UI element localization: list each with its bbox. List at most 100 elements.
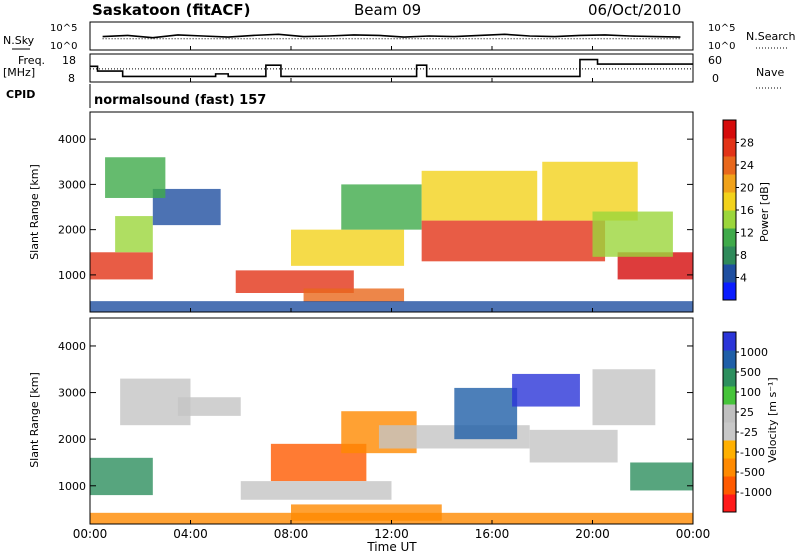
cpid-label: CPID: [6, 88, 35, 101]
colorbar-swatch: [723, 210, 736, 229]
heatmap-region-0: [90, 252, 153, 280]
y-tick-label: 3000: [58, 387, 86, 400]
colorbar-swatch: [723, 192, 736, 211]
y-tick-label: 2000: [58, 224, 86, 237]
colorbar-tick-label: -1000: [740, 486, 772, 499]
heatmap-region-12: [592, 211, 673, 257]
colorbar-swatch: [723, 494, 736, 513]
series-line-nsky: [102, 33, 681, 39]
nsky-label: N.Sky: [3, 34, 35, 47]
colorbar-tick-label: -500: [740, 466, 765, 479]
colorbar-swatch: [723, 422, 736, 441]
colorbar-swatch: [723, 458, 736, 477]
power-panel: 1000 2000 3000 4000 Slant Range [km] 4 8 12 16…: [28, 111, 771, 313]
colorbar-swatch: [723, 350, 736, 369]
y-tick-label: 1000: [58, 269, 86, 282]
y-tick-label: 4000: [58, 340, 86, 353]
x-tick-label: 12:00: [374, 527, 409, 541]
station-title: Saskatoon (fitACF): [92, 1, 251, 19]
colorbar-swatch: [723, 476, 736, 495]
nsky-panel: 10^5 10^0 10^5 10^0: [50, 21, 735, 52]
heatmap-region-8: [454, 387, 518, 440]
colorbar-swatch: [723, 282, 736, 301]
heatmap-region-11: [592, 369, 656, 426]
heatmap-region-9: [512, 373, 580, 407]
colorbar-swatch: [723, 120, 736, 139]
freq-panel: 18 8 60 0: [62, 53, 722, 85]
colorbar-swatch: [723, 386, 736, 405]
colorbar-tick-label: 24: [740, 159, 754, 172]
heatmap-region-9: [421, 220, 606, 262]
colorbar-tick-label: 8: [740, 249, 747, 262]
heatmap-region-5: [291, 229, 405, 266]
colorbar-tick-label: -100: [740, 446, 765, 459]
nsearch-tick-top: 10^5: [708, 23, 735, 34]
freq-unit-label: [MHz]: [3, 66, 35, 79]
freq-label: Freq.: [18, 54, 45, 67]
nave-tick-top: 60: [708, 54, 722, 67]
heatmap-region-8: [421, 170, 538, 221]
nave-label: Nave: [756, 66, 784, 79]
colorbar-frame: [722, 331, 737, 513]
x-tick-label: 20:00: [575, 527, 610, 541]
heatmap-region-12: [630, 462, 693, 491]
power-ylabel: Slant Range [km]: [28, 164, 41, 260]
beam-label: Beam 09: [354, 1, 421, 19]
heatmap-region-6: [303, 288, 405, 303]
colorbar-tick-label: 28: [740, 137, 754, 150]
cpid-text: normalsound (fast) 157: [94, 93, 266, 108]
x-tick-label: 04:00: [173, 527, 208, 541]
freq-tick-bottom: 8: [68, 72, 75, 85]
velocity-ylabel: Slant Range [km]: [28, 372, 41, 468]
power-colorbar-label: Power [dB]: [758, 182, 771, 242]
colorbar-swatch: [723, 156, 736, 175]
colorbar-swatch: [723, 368, 736, 387]
colorbar-tick-label: 12: [740, 227, 754, 240]
colorbar-swatch: [723, 246, 736, 265]
y-tick-label: 3000: [58, 178, 86, 191]
heatmap-region-3: [105, 157, 166, 198]
colorbar-tick-label: -25: [740, 426, 758, 439]
colorbar-swatch: [723, 440, 736, 459]
x-tick-label: 00:00: [73, 527, 108, 541]
colorbar-swatch: [723, 174, 736, 193]
heatmap-region-10: [542, 161, 638, 221]
velocity-colorbar-label: Velocity [m s⁻¹]: [766, 377, 779, 462]
nsearch-label: N.Search: [746, 30, 796, 43]
colorbar-swatch: [723, 138, 736, 157]
heatmap-region-7: [341, 184, 422, 230]
heatmap-region-10: [529, 429, 618, 463]
heatmap-region-0: [90, 457, 153, 496]
date-label: 06/Oct/2010: [588, 1, 681, 19]
colorbar-tick-label: 25: [740, 406, 754, 419]
colorbar-tick-label: 500: [740, 366, 761, 379]
nsearch-tick-bottom: 10^0: [708, 41, 735, 52]
colorbar-swatch: [723, 332, 736, 351]
nave-tick-bottom: 0: [712, 72, 719, 85]
series-line-freq: [90, 58, 693, 78]
y-tick-label: 1000: [58, 480, 86, 493]
colorbar-tick-label: 100: [740, 386, 761, 399]
colorbar-tick-label: 4: [740, 272, 747, 285]
y-tick-label: 4000: [58, 133, 86, 146]
heatmap-region-13: [90, 301, 693, 312]
heatmap-region-5: [240, 481, 392, 500]
x-tick-label: 16:00: [475, 527, 510, 541]
colorbar-tick-label: 20: [740, 182, 754, 195]
colorbar-swatch: [723, 228, 736, 247]
nsky-tick-bottom: 10^0: [50, 41, 77, 52]
x-axis-label: Time UT: [366, 540, 417, 554]
colorbar-swatch: [723, 404, 736, 423]
colorbar-tick-label: 1000: [740, 346, 768, 359]
x-tick-label: 00:00: [676, 527, 711, 541]
heatmap-region-4: [235, 270, 354, 293]
colorbar-tick-label: 16: [740, 204, 754, 217]
freq-tick-top: 18: [62, 54, 76, 67]
heatmap-region-1: [115, 216, 153, 253]
heatmap-region-2: [177, 397, 241, 416]
y-tick-label: 2000: [58, 433, 86, 446]
heatmap-region-13: [90, 512, 693, 524]
x-tick-label: 08:00: [274, 527, 309, 541]
